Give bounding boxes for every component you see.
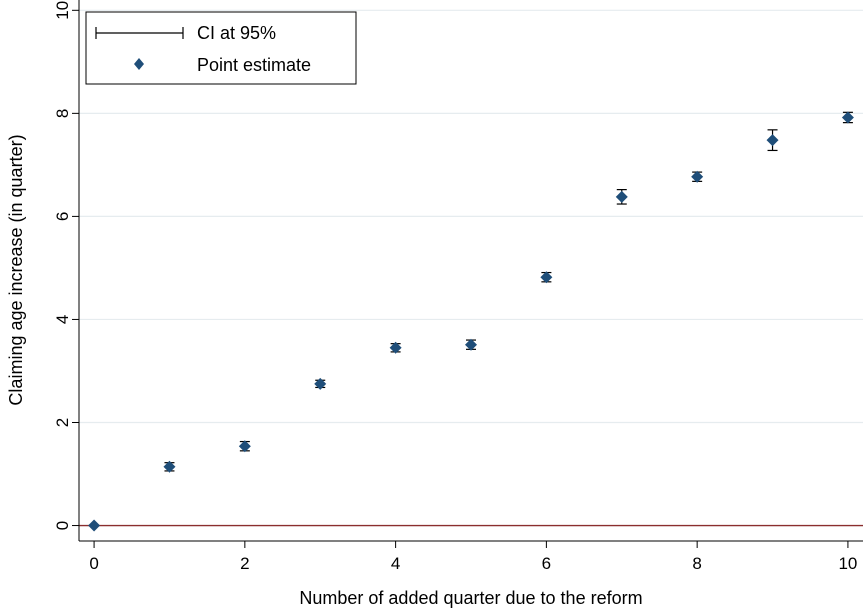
point-estimate-marker (841, 111, 854, 124)
y-tick-label: 4 (53, 315, 72, 324)
x-ticks: 0 2 4 6 8 10 (89, 541, 857, 573)
y-ticks: 0 2 4 6 8 10 (53, 1, 79, 530)
point-estimate-marker (465, 338, 477, 351)
point-estimate-marker (163, 460, 176, 473)
point-estimate-marker (88, 519, 101, 532)
legend-box (85, 11, 357, 85)
legend: CI at 95% Point estimate (85, 11, 357, 85)
y-tick-label: 2 (53, 418, 72, 427)
point-estimate-marker (540, 271, 553, 284)
y-tick-label: 0 (53, 521, 72, 530)
y-tick-label: 8 (53, 109, 72, 118)
x-tick-label: 10 (838, 554, 857, 573)
x-axis-title: Number of added quarter due to the refor… (299, 588, 642, 608)
x-tick-label: 6 (542, 554, 551, 573)
legend-ci-symbol (95, 27, 184, 39)
x-tick-label: 0 (89, 554, 98, 573)
point-estimate-marker (615, 190, 628, 203)
point-estimate-marker (314, 377, 327, 390)
ci-error-bars (164, 111, 853, 472)
x-tick-label: 2 (240, 554, 249, 573)
point-estimates (88, 111, 854, 532)
axes (78, 0, 863, 542)
legend-ci-label: CI at 95% (197, 23, 276, 43)
point-estimate-marker (238, 440, 251, 453)
y-tick-label: 10 (53, 1, 72, 20)
legend-point-label: Point estimate (197, 55, 311, 75)
point-estimate-marker (691, 170, 704, 183)
gridlines (79, 9, 863, 527)
x-tick-label: 8 (692, 554, 701, 573)
y-tick-label: 6 (53, 212, 72, 221)
x-tick-label: 4 (391, 554, 400, 573)
point-estimate-marker (389, 341, 402, 354)
point-estimate-marker (766, 134, 779, 147)
y-axis-title: Claiming age increase (in quarter) (6, 134, 26, 405)
legend-point-symbol (134, 58, 144, 70)
